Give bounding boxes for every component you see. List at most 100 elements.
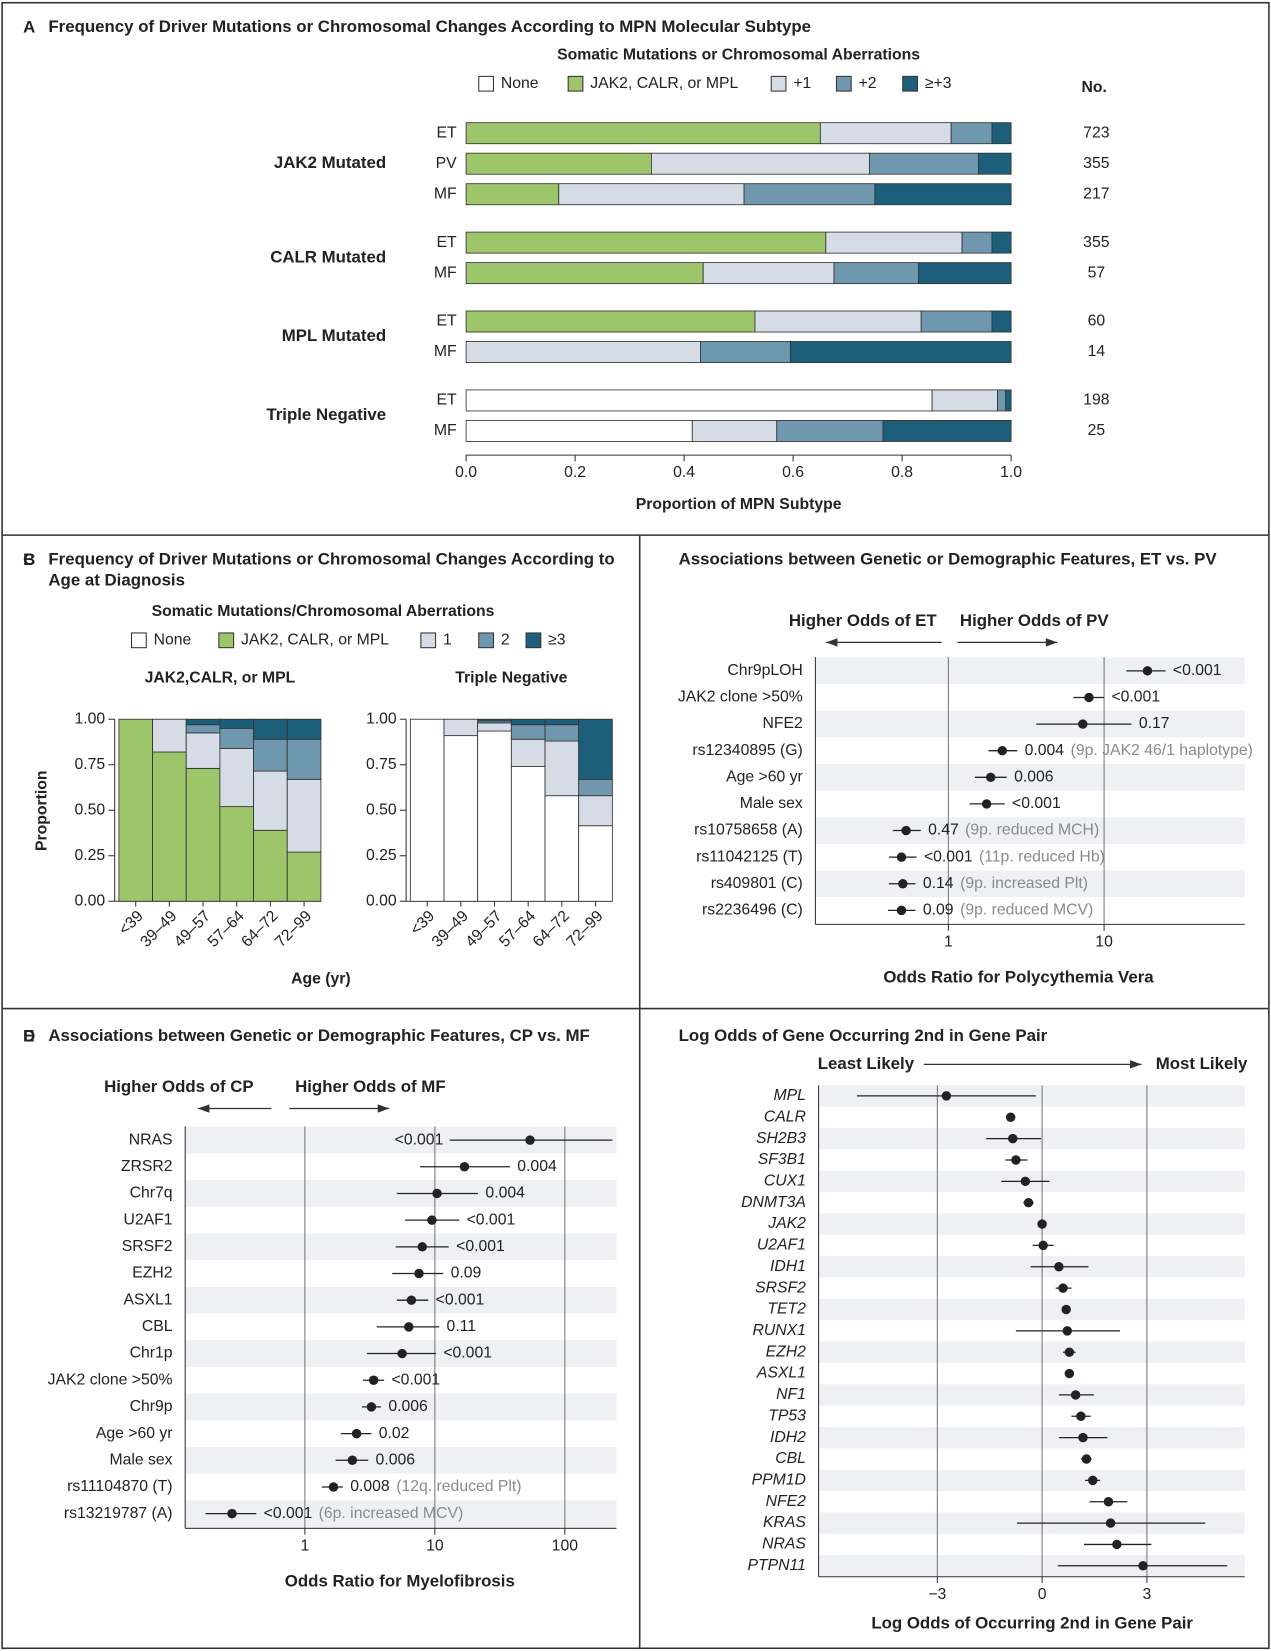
legend-swatch <box>835 75 852 92</box>
bar-segment <box>185 718 221 726</box>
arrow-head <box>1045 638 1058 647</box>
p-label: <0.001 <box>436 1291 485 1308</box>
bar-segment <box>650 152 870 175</box>
row-label: rs2236496 (C) <box>702 902 803 919</box>
bar-segment <box>286 778 322 853</box>
row-label: Chr9pLOH <box>727 662 802 679</box>
bar-segment <box>477 718 512 722</box>
point <box>368 1375 379 1385</box>
bar-segment <box>465 420 693 442</box>
p-label: <0.001 <box>1012 795 1061 812</box>
y-tick-label: 0.00 <box>75 892 106 909</box>
bar-segment <box>443 735 479 902</box>
note: (9p. reduced MCV) <box>960 902 1093 919</box>
y-tick-label: 0.25 <box>366 847 397 864</box>
bar-segment <box>868 152 979 175</box>
bar-segment <box>219 718 254 729</box>
header-right: Most Likely <box>1156 1054 1248 1073</box>
row-label: ASXL1 <box>756 1365 806 1382</box>
row-band <box>818 1469 1245 1492</box>
x-tick-label: 39–49 <box>137 907 180 950</box>
row-band <box>818 1384 1245 1406</box>
p-label: <0.001 <box>443 1345 492 1362</box>
point <box>941 1091 952 1101</box>
point <box>417 1242 427 1252</box>
point <box>985 772 996 783</box>
bar-segment <box>118 718 153 902</box>
row-label: ZRSR2 <box>121 1158 173 1175</box>
point <box>981 799 992 809</box>
count-label: 198 <box>1083 392 1110 409</box>
note: (6p. increased MCV) <box>319 1505 464 1522</box>
x-axis-label: Odds Ratio for Myelofibrosis <box>285 1571 515 1590</box>
title-box: Frequency of Driver Mutations or Chromos… <box>48 551 614 590</box>
subplot-title: Triple Negative <box>455 669 567 686</box>
row-label: SRSF2 <box>122 1238 173 1255</box>
note: (9p. JAK2 46/1 haplotype) <box>1071 742 1253 759</box>
bar-segment <box>702 262 835 285</box>
point <box>1076 1411 1086 1422</box>
row-label: JAK2 <box>767 1215 806 1232</box>
row-label: rs409801 (C) <box>711 875 803 892</box>
legend-label: JAK2, CALR, or MPL <box>241 631 389 648</box>
legend-swatch <box>478 75 494 92</box>
bar-segment <box>743 183 876 206</box>
row-label: rs11104870 (T) <box>67 1478 172 1495</box>
bar-segment <box>510 724 546 740</box>
y-tick-label: 0.75 <box>75 756 106 773</box>
y-tick-label: 0.75 <box>366 756 397 773</box>
bar-segment <box>578 825 613 902</box>
row-label: PV <box>436 155 458 172</box>
bar-segment <box>219 747 254 808</box>
legend-label: +1 <box>793 75 811 92</box>
point <box>404 1322 414 1332</box>
legend-label: 2 <box>501 631 510 648</box>
p-label: <0.001 <box>1111 689 1160 706</box>
title-box: Associations between Genetic or Demograp… <box>678 550 1217 569</box>
row-band <box>818 1298 1245 1321</box>
bar-segment <box>286 738 322 780</box>
bar-segment <box>544 795 580 902</box>
legend-swatch <box>902 75 919 92</box>
row-label: Age >60 yr <box>726 768 803 785</box>
row-label: rs11042125 (T) <box>696 848 803 865</box>
row-label: Chr9p <box>130 1398 173 1415</box>
x-axis-label: Proportion of MPN Subtype <box>636 496 842 513</box>
point <box>1081 1454 1092 1464</box>
point <box>1138 1561 1148 1571</box>
point <box>1064 1368 1075 1379</box>
panel-title: Frequency of Driver Mutations or Chromos… <box>48 18 812 37</box>
x-tick-label: 64–72 <box>530 908 573 951</box>
p-label: <0.001 <box>456 1238 505 1255</box>
bar-segment <box>443 718 479 737</box>
row-label: rs12340895 (G) <box>692 742 802 759</box>
point <box>1020 1176 1031 1187</box>
count-label: 355 <box>1083 234 1110 251</box>
row-label: RUNX1 <box>752 1322 805 1339</box>
bar-segment <box>789 341 1012 363</box>
bar-segment <box>874 183 1012 206</box>
bar-segment <box>578 778 613 797</box>
panel-letter: B <box>23 550 35 569</box>
point <box>1070 1390 1081 1400</box>
bar-segment <box>950 122 993 145</box>
bar-segment <box>185 732 221 769</box>
bar-segment <box>185 724 221 734</box>
title-box: Frequency of Driver Mutations or Chromos… <box>48 18 812 37</box>
point <box>1037 1219 1047 1229</box>
panel-title: Associations between Genetic or Demograp… <box>678 550 1217 569</box>
x-tick-label: 1 <box>300 1537 309 1554</box>
arrow-head <box>197 1104 210 1113</box>
y-tick-label: 1.00 <box>75 710 106 727</box>
row-label: SF3B1 <box>758 1151 806 1168</box>
panel-letter: C <box>23 550 35 569</box>
header-right: Higher Odds of PV <box>960 611 1109 630</box>
arrow-head <box>377 1104 390 1113</box>
bar-segment <box>544 724 580 742</box>
bar-segment <box>219 727 254 749</box>
group-label: CALR Mutated <box>270 247 386 266</box>
count-label: 217 <box>1083 185 1109 202</box>
legend-label: ≥+3 <box>925 75 952 92</box>
